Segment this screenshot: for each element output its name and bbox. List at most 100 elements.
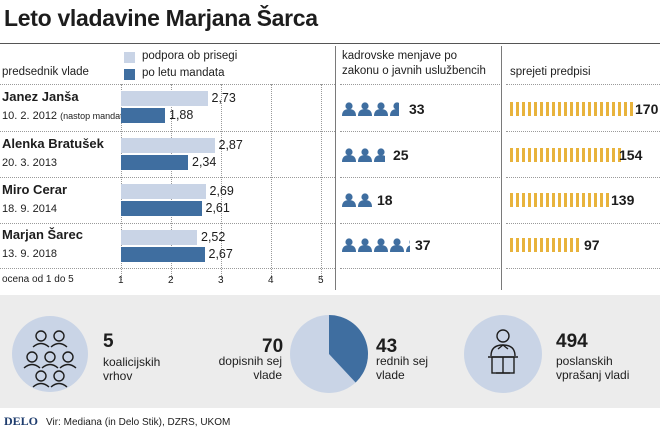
regulation-bar (522, 148, 525, 162)
bar-value-label: 2,52 (201, 230, 226, 244)
regulation-bar (528, 102, 531, 116)
person-icon (374, 238, 388, 252)
bar-value-label: 2,69 (209, 184, 234, 198)
regulation-bar (546, 193, 549, 207)
sessions-pie-chart (290, 315, 368, 393)
title-divider (0, 43, 660, 44)
legend-swatch-support-at-oath (124, 52, 135, 63)
bar-value-label: 2,61 (205, 201, 230, 215)
axis-grid-line (271, 84, 272, 280)
regulation-bar (570, 193, 573, 207)
regulation-bar (528, 148, 531, 162)
regulation-bar (600, 102, 603, 116)
footer: DELO Vir: Mediana (in Delo Stik), DZRS, U… (4, 414, 230, 429)
regulation-bar (600, 148, 603, 162)
brand-logo: DELO (4, 414, 39, 428)
person-icon (390, 102, 399, 116)
bar-value-label: 2,34 (192, 155, 217, 169)
regulation-bar (558, 193, 561, 207)
parliamentary-questions-value: 494 (556, 331, 588, 352)
regulations-value: 170 (635, 101, 659, 117)
x-tick-label: 2 (168, 275, 174, 286)
regulation-bar (570, 148, 573, 162)
regulation-bar (582, 102, 585, 116)
regulation-bar (528, 238, 531, 252)
coalition-summits-label-line1: koalicijskih (103, 355, 161, 369)
coalition-meeting-icon (10, 314, 90, 394)
regulation-bar (540, 238, 543, 252)
government-date: 13. 9. 2018 (2, 248, 58, 260)
regulation-bar (624, 102, 627, 116)
regulation-bar (510, 238, 513, 252)
regulations-header: sprejeti predpisi (510, 66, 591, 78)
regulation-bar (564, 102, 567, 116)
government-date: 20. 3. 2013 (2, 157, 58, 169)
bar (121, 184, 206, 199)
pie-left-label-line1: dopisnih sej (218, 354, 282, 368)
regulation-bar (570, 102, 573, 116)
staff-changes-header-line2: zakonu o javnih uslužbencih (342, 65, 486, 77)
government-date: 10. 2. 2012 (nastop mandata) (2, 110, 131, 122)
pie-right-label-line2: vlade (376, 368, 405, 382)
regulation-bar (564, 148, 567, 162)
regulation-bar (552, 238, 555, 252)
x-tick-label: 5 (318, 275, 324, 286)
bar-value-label: 2,73 (211, 91, 236, 105)
bar (121, 247, 205, 262)
regulation-bar (534, 238, 537, 252)
regulation-bar (540, 102, 543, 116)
column-divider (501, 46, 502, 290)
regulation-bar (558, 238, 561, 252)
legend-swatch-after-one-year (124, 69, 135, 80)
person-icon (342, 148, 356, 162)
person-icon (374, 102, 388, 116)
row-divider (340, 177, 500, 178)
person-icon (358, 193, 372, 207)
coalition-summits-value: 5 (103, 331, 114, 352)
axis-caption: ocena od 1 do 5 (2, 274, 74, 285)
regulation-bar (606, 193, 609, 207)
axis-grid-line (171, 84, 172, 280)
row-divider (506, 268, 660, 269)
government-name: Marjan Šarec (2, 227, 83, 242)
regulation-bar (576, 193, 579, 207)
regulation-bar (612, 148, 615, 162)
regulation-bar (510, 148, 513, 162)
row-divider (340, 223, 500, 224)
regulation-bar (516, 102, 519, 116)
regulation-bar (606, 102, 609, 116)
regulation-bar (540, 193, 543, 207)
regulation-bar (600, 193, 603, 207)
regulation-bar (582, 193, 585, 207)
coalition-summits-label-line2: vrhov (103, 369, 133, 383)
bar (121, 138, 215, 153)
bar-value-label: 2,87 (218, 138, 243, 152)
row-divider (506, 131, 660, 132)
regulation-bar (618, 148, 621, 162)
person-icon (358, 148, 372, 162)
regulation-bar (534, 193, 537, 207)
axis-grid-line (121, 84, 122, 280)
page-title: Leto vladavine Marjana Šarca (4, 5, 318, 31)
regulation-bar (576, 148, 579, 162)
regulation-bar (558, 102, 561, 116)
regulation-bar (582, 148, 585, 162)
source-note: Vir: Mediana (in Delo Stik), DZRS, UKOM (46, 417, 231, 428)
parliamentary-questions-label-line2: vprašanj vladi (556, 368, 630, 382)
regulation-bar (606, 148, 609, 162)
staff-changes-header-line1: kadrovske menjave po (342, 50, 458, 62)
row-divider (506, 177, 660, 178)
bar-value-label: 2,67 (208, 247, 233, 261)
person-icon (342, 238, 356, 252)
regulation-bar (510, 102, 513, 116)
person-icon (358, 102, 372, 116)
legend-label-after-one-year: po letu mandata (142, 67, 225, 79)
regulations-value: 154 (619, 147, 643, 163)
axis-grid-line (221, 84, 222, 280)
row-divider (0, 268, 335, 269)
government-date: 18. 9. 2014 (2, 203, 58, 215)
parliament-podium-icon (462, 313, 544, 395)
regulation-bar (552, 148, 555, 162)
regulation-bar (516, 148, 519, 162)
regulation-bar (588, 193, 591, 207)
